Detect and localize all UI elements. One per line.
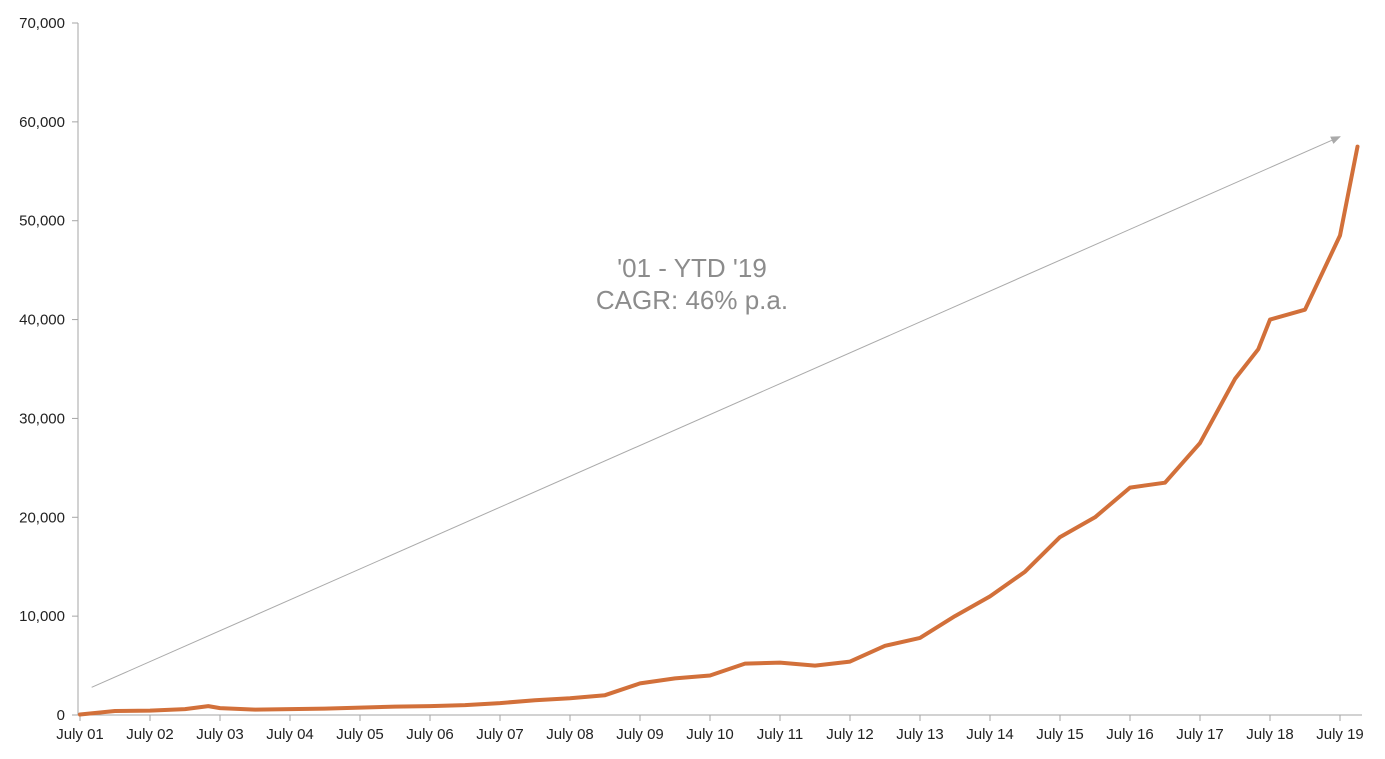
- y-tick-label: 20,000: [19, 509, 65, 526]
- annotation-period: '01 - YTD '19: [617, 253, 767, 283]
- x-tick-label: July 10: [686, 726, 734, 743]
- x-tick-label: July 13: [896, 726, 944, 743]
- x-tick-label: July 07: [476, 726, 524, 743]
- x-tick-label: July 06: [406, 726, 454, 743]
- y-tick-label: 70,000: [19, 15, 65, 32]
- series-line: [78, 144, 1360, 717]
- x-tick-label: July 05: [336, 726, 384, 743]
- x-tick-label: July 02: [126, 726, 174, 743]
- x-tick-label: July 08: [546, 726, 594, 743]
- x-axis-ticks: July 01 July 02 July 03 July 04 July 05 July …: [56, 715, 1364, 743]
- x-tick-label: July 11: [757, 726, 803, 743]
- y-axis-ticks: 0 10,000 20,000 30,000 40,000 50,000 60,000 70,…: [19, 15, 78, 724]
- x-tick-label: July 15: [1036, 726, 1084, 743]
- x-tick-label: July 17: [1176, 726, 1224, 743]
- x-tick-label: July 01: [56, 726, 104, 743]
- x-tick-label: July 14: [966, 726, 1014, 743]
- y-tick-label: 40,000: [19, 312, 65, 329]
- x-tick-label: July 18: [1246, 726, 1294, 743]
- y-tick-label: 10,000: [19, 608, 65, 625]
- y-tick-label: 60,000: [19, 114, 65, 131]
- y-tick-label: 50,000: [19, 213, 65, 230]
- x-tick-label: July 12: [826, 726, 874, 743]
- y-tick-label: 0: [57, 707, 65, 724]
- x-tick-label: July 16: [1106, 726, 1154, 743]
- x-tick-label: July 19: [1316, 726, 1364, 743]
- trend-arrow: [91, 136, 1341, 688]
- annotation-cagr: CAGR: 46% p.a.: [596, 285, 788, 315]
- x-tick-label: July 09: [616, 726, 664, 743]
- x-tick-label: July 03: [196, 726, 244, 743]
- y-tick-label: 30,000: [19, 410, 65, 427]
- x-tick-label: July 04: [266, 726, 314, 743]
